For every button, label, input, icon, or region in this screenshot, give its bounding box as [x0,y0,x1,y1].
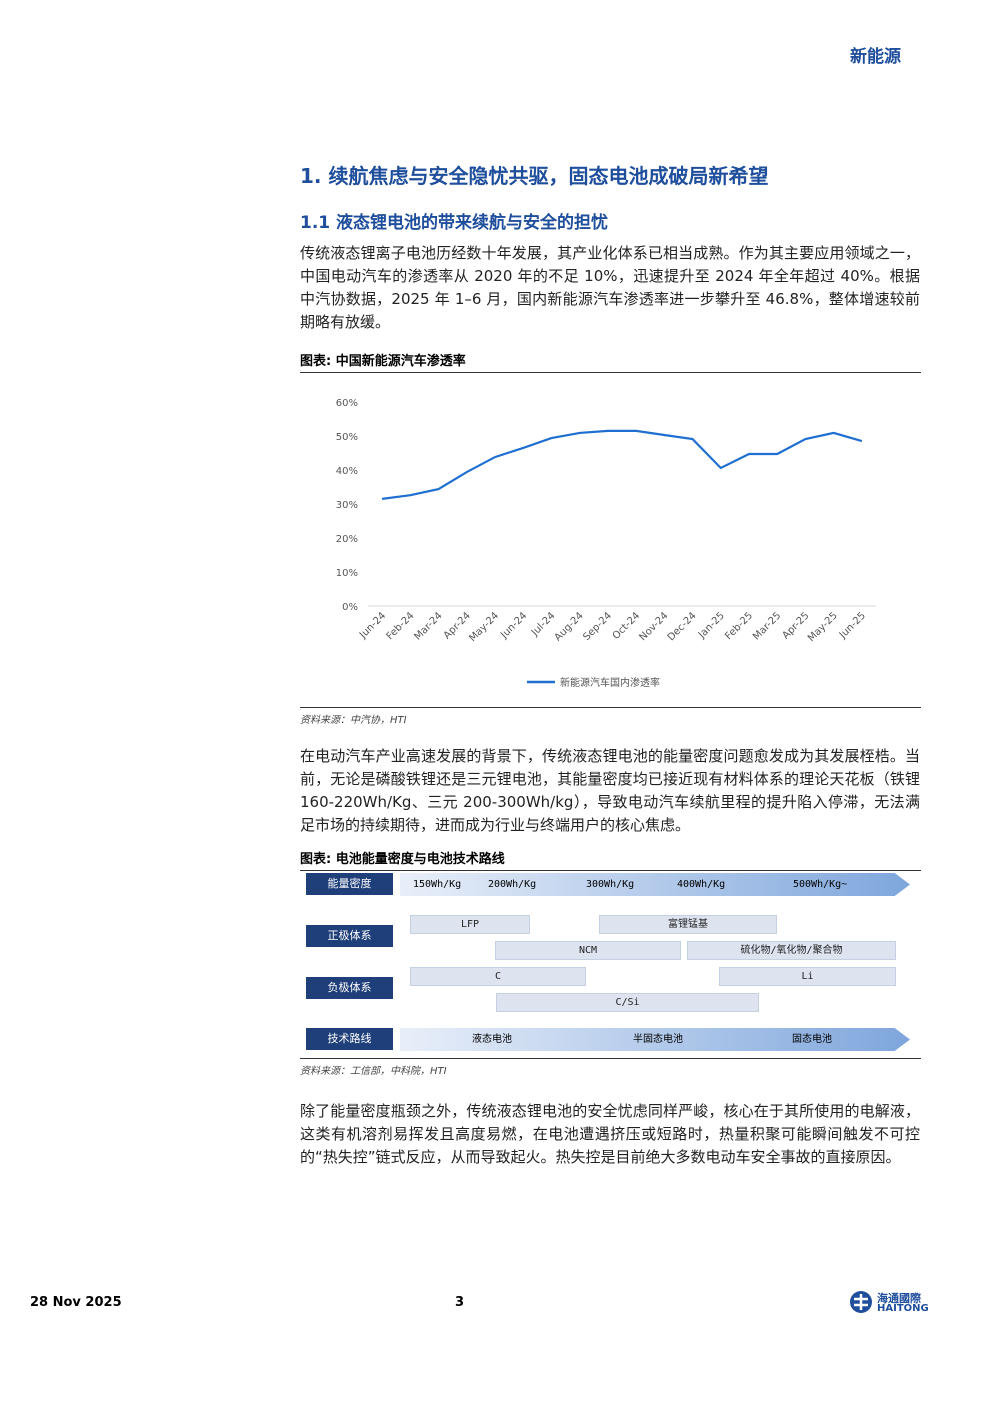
x-tick-label: Jun-24 [357,610,388,641]
y-tick-label: 0% [342,602,358,613]
stage: 液态电池 [472,1034,512,1045]
tick: 150Wh/Kg [413,879,462,890]
paragraph: 传统液态锂离子电池历经数十年发展，其产业化体系已相当成熟。作为其主要应用领域之一… [300,244,920,331]
x-tick-label: Nov-24 [638,610,671,643]
x-tick-label: Dec-24 [666,610,699,643]
row-label: 能量密度 [306,873,393,895]
y-tick-label: 20% [336,534,358,545]
x-tick-label: Jun-24 [498,610,529,641]
y-tick-label: 10% [336,568,358,579]
item: LFP [410,915,530,934]
chart: 0%10%20%30%40%50%60%Jun-24Feb-24Mar-24Ap… [336,398,876,689]
tick: 400Wh/Kg [677,879,726,890]
figure-caption: 图表: 中国新能源汽车渗透率 [300,350,921,373]
date: 28 Nov 2025 [30,1295,122,1310]
x-tick-label: May-24 [467,610,501,644]
legend-label: 新能源汽车国内渗透率 [560,676,660,689]
page-number: 3 [455,1295,465,1310]
tick: 200Wh/Kg [488,879,537,890]
item: 富锂锰基 [599,915,777,934]
arrow-bar [400,1028,910,1051]
x-tick-label: May-25 [806,610,840,644]
source: 资料来源：工信部，中科院，HTI [300,1066,447,1077]
paragraph: 除了能量密度瓶颈之外，传统液态锂电池的安全忧虑同样严峻，核心在于其所使用的电解液… [300,1102,920,1166]
x-tick-label: Jan-25 [696,610,727,641]
source: 资料来源：中汽协，HTI [300,715,407,726]
item: C/Si [496,993,759,1012]
stage: 半固态电池 [633,1034,683,1045]
stage: 固态电池 [792,1034,832,1045]
x-tick-label: Feb-24 [385,610,417,642]
y-tick-label: 50% [336,432,358,443]
rule [300,1058,921,1059]
x-tick-label: Mar-25 [751,610,783,642]
subsection-title: 1.1 液态锂电池的带来续航与安全的担忧 [300,213,609,233]
row-label: 正极体系 [306,925,393,947]
paragraph: 在电动汽车产业高速发展的背景下，传统液态锂电池的能量密度问题愈发成为其发展桎梏。… [300,747,920,834]
section-title: 1. 续航焦虑与安全隐忧共驱，固态电池成破局新希望 [300,164,769,188]
sector: 新能源 [850,47,901,67]
y-tick-label: 30% [336,500,358,511]
item: C [410,967,586,986]
logo-icon [850,1291,872,1313]
x-tick-label: Sep-24 [581,610,614,643]
item: NCM [495,941,681,960]
x-tick-label: Feb-25 [723,610,755,642]
line-series [381,429,863,500]
y-tick-label: 60% [336,398,358,409]
row-label: 负极体系 [306,977,393,999]
item: Li [719,967,896,986]
figure-caption: 图表: 电池能量密度与电池技术路线 [300,848,921,871]
tick: 500Wh/Kg~ [793,879,848,890]
rule [300,707,921,708]
x-tick-label: Jun-25 [837,610,868,641]
row-label: 技术路线 [306,1028,393,1050]
y-tick-label: 40% [336,466,358,477]
logo-cn: 海通國際 [877,1292,921,1305]
x-tick-label: Oct-24 [611,610,643,642]
x-tick-label: Mar-24 [412,610,444,642]
item: 硫化物/氧化物/聚合物 [687,941,896,960]
x-tick-label: Aug-24 [553,610,586,643]
tick: 300Wh/Kg [586,879,635,890]
arrow-bar [400,873,910,896]
logo-en: HAITONG [877,1303,929,1314]
